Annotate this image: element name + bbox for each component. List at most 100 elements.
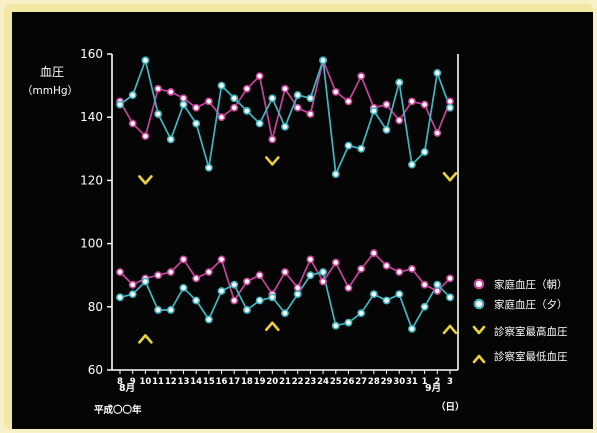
x-tick-label: 28 xyxy=(368,377,380,387)
x-tick-label: 24 xyxy=(317,377,329,387)
data-point xyxy=(192,103,201,112)
data-point xyxy=(179,94,188,103)
data-point xyxy=(128,119,137,128)
data-point xyxy=(344,318,353,327)
data-point xyxy=(331,321,340,330)
month-start-label: 8月 xyxy=(119,383,135,394)
data-point xyxy=(217,287,226,295)
data-point xyxy=(306,110,315,118)
data-point xyxy=(204,97,213,106)
data-point xyxy=(141,277,150,286)
data-point xyxy=(281,84,289,93)
data-point xyxy=(420,100,429,109)
x-tick-label: 22 xyxy=(292,377,304,387)
y-axis-unit: （mmHg） xyxy=(22,85,78,97)
data-point xyxy=(204,268,213,276)
data-point xyxy=(369,290,378,299)
x-tick-label: 23 xyxy=(304,377,316,387)
data-point xyxy=(357,264,366,273)
data-point xyxy=(179,283,188,292)
data-point xyxy=(128,290,137,299)
data-point xyxy=(268,135,277,144)
x-tick-label: 19 xyxy=(254,377,266,387)
data-point xyxy=(408,160,416,169)
clinic-high-marker xyxy=(138,175,153,185)
x-tick-label: 16 xyxy=(216,377,228,387)
data-point xyxy=(204,315,213,324)
data-point xyxy=(141,56,150,65)
x-tick-label: 25 xyxy=(330,377,342,387)
x-tick-label: 17 xyxy=(228,377,240,387)
data-point xyxy=(331,88,340,96)
series-lines xyxy=(119,59,451,330)
data-point xyxy=(255,296,264,305)
data-point xyxy=(255,119,264,128)
y-tick-label: 140 xyxy=(80,110,103,124)
data-point xyxy=(116,268,124,276)
data-point xyxy=(344,283,353,292)
data-point xyxy=(446,103,454,112)
data-point xyxy=(293,283,302,292)
x-tick-label: 3 xyxy=(447,377,453,387)
data-point xyxy=(230,296,239,305)
data-point xyxy=(369,106,378,115)
clinic-low-marker xyxy=(138,334,153,344)
y-ticks: 60 80 100 120 140 160 xyxy=(80,47,112,377)
data-point xyxy=(293,91,302,99)
data-point xyxy=(344,141,353,150)
data-point xyxy=(395,116,404,125)
data-point xyxy=(217,81,226,90)
data-point xyxy=(408,97,416,106)
data-point xyxy=(306,94,315,103)
month-end-label: 9月 xyxy=(425,383,441,394)
data-point xyxy=(281,122,289,131)
x-tick-label: 14 xyxy=(190,377,202,387)
x-tick-label: 2 xyxy=(434,377,440,387)
data-point xyxy=(408,325,416,333)
data-point xyxy=(268,94,277,103)
data-point xyxy=(154,84,162,93)
data-point xyxy=(433,287,442,295)
clinic-markers xyxy=(138,156,458,344)
x-tick-label: 13 xyxy=(178,377,190,387)
y-tick-label: 120 xyxy=(80,173,103,187)
data-point xyxy=(293,103,302,112)
data-point xyxy=(293,290,302,299)
legend-clinic-low-label: 診察室最低血圧 xyxy=(494,350,568,363)
y-axis-label: 血圧 xyxy=(40,65,64,79)
data-point xyxy=(179,100,188,109)
data-point xyxy=(243,84,251,93)
data-point xyxy=(217,113,226,122)
data-point xyxy=(243,277,251,286)
data-point xyxy=(179,255,188,264)
data-point xyxy=(395,290,404,299)
chart-panel: 60 80 100 120 140 160 8 9 10 11 12 13 14 15 16 17 18 19 2… xyxy=(12,12,593,429)
data-point xyxy=(331,258,340,267)
data-point xyxy=(319,56,327,65)
data-point xyxy=(128,91,137,99)
legend-clinic-low-marker xyxy=(472,354,486,364)
x-tick-label: 11 xyxy=(152,377,164,387)
x-tick-label: 27 xyxy=(355,377,367,387)
x-ticks: 8 9 10 11 12 13 14 15 16 17 18 19 20 21 22 23 24 25 26 27 28… xyxy=(117,370,453,387)
clinic-low-marker xyxy=(265,321,280,332)
clinic-high-marker xyxy=(442,171,458,182)
data-point xyxy=(395,78,404,87)
legend-clinic-high-marker xyxy=(472,325,486,335)
day-label: （日） xyxy=(436,401,465,413)
x-tick-label: 1 xyxy=(422,377,428,387)
data-point xyxy=(116,293,124,302)
data-point xyxy=(281,268,289,276)
data-point xyxy=(255,271,264,280)
data-point xyxy=(382,261,391,270)
x-tick-label: 8 xyxy=(117,377,123,387)
x-tick-label: 29 xyxy=(381,377,393,387)
data-point xyxy=(420,302,429,311)
data-point xyxy=(154,271,162,280)
x-tick-label: 9 xyxy=(130,377,136,387)
x-tick-label: 15 xyxy=(203,377,215,387)
data-point xyxy=(420,280,429,289)
data-point xyxy=(243,306,251,314)
data-point xyxy=(319,277,327,286)
